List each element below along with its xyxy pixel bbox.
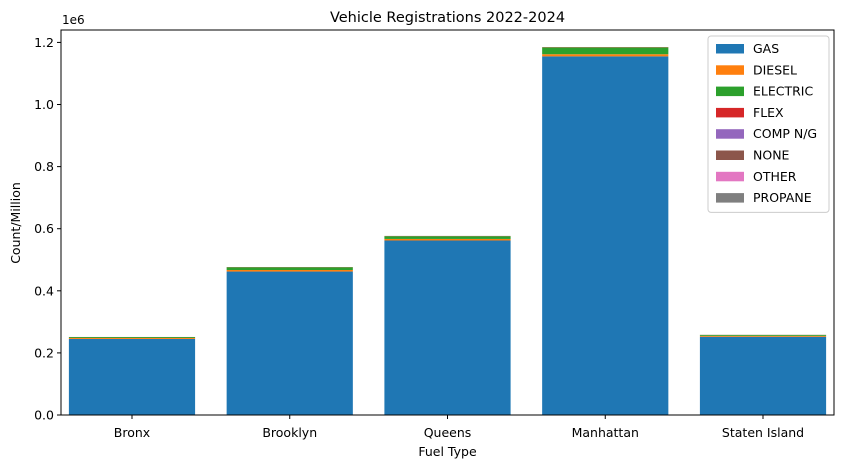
bar-diesel-staten-island xyxy=(700,336,826,337)
y-tick-label: 0.8 xyxy=(34,159,54,174)
bar-gas-staten-island xyxy=(700,337,826,415)
legend-swatch-comp-n-g xyxy=(716,129,744,139)
y-tick-label: 1.0 xyxy=(34,97,54,112)
x-ticks-group: Bronx Brooklyn Queens Manhattan Staten Islan… xyxy=(114,415,804,440)
x-tick-label: Manhattan xyxy=(572,425,639,440)
bar-gas-brooklyn xyxy=(227,272,353,415)
legend-swatch-electric xyxy=(716,87,744,97)
x-tick-label: Bronx xyxy=(114,425,150,440)
y-tick-label: 0.6 xyxy=(34,221,54,236)
y-ticks-group: 0.0 0.2 0.4 0.6 0.8 1.0 1.2 xyxy=(34,35,61,423)
chart-title: Vehicle Registrations 2022-2024 xyxy=(330,10,565,26)
y-axis-label: Count/Million xyxy=(8,182,23,264)
legend-swatch-none xyxy=(716,151,744,161)
bar-electric-staten-island xyxy=(700,335,826,336)
y-tick-label: 0.0 xyxy=(34,408,54,423)
bar-diesel-manhattan xyxy=(542,54,668,56)
bar-electric-manhattan xyxy=(542,47,668,54)
legend-label-diesel: DIESEL xyxy=(753,62,797,77)
legend-label-propane: PROPANE xyxy=(753,190,812,205)
legend-swatch-propane xyxy=(716,193,744,203)
y-tick-label: 1.2 xyxy=(34,35,54,50)
bar-diesel-queens xyxy=(384,239,510,241)
x-tick-label: Staten Island xyxy=(722,425,804,440)
legend-swatch-gas xyxy=(716,44,744,54)
legend-label-none: NONE xyxy=(753,148,790,163)
bar-gas-manhattan xyxy=(542,56,668,415)
bar-electric-bronx xyxy=(69,337,195,338)
legend-swatch-diesel xyxy=(716,65,744,75)
x-tick-label: Queens xyxy=(424,425,472,440)
bar-gas-queens xyxy=(384,241,510,415)
y-offset-label: 1e6 xyxy=(62,13,85,27)
bar-diesel-bronx xyxy=(69,338,195,339)
y-tick-label: 0.4 xyxy=(34,283,54,298)
bar-gas-bronx xyxy=(69,339,195,415)
legend-label-electric: ELECTRIC xyxy=(753,84,813,99)
legend-label-flex: FLEX xyxy=(753,105,784,120)
legend-swatch-other xyxy=(716,172,744,182)
bar-electric-queens xyxy=(384,236,510,239)
y-tick-label: 0.2 xyxy=(34,345,54,360)
legend-swatch-flex xyxy=(716,108,744,118)
bar-diesel-brooklyn xyxy=(227,270,353,272)
legend-label-gas: GAS xyxy=(753,41,779,56)
bar-electric-brooklyn xyxy=(227,267,353,270)
legend-label-other: OTHER xyxy=(753,169,797,184)
x-axis-label: Fuel Type xyxy=(418,444,477,459)
x-tick-label: Brooklyn xyxy=(262,425,317,440)
legend-label-comp-n-g: COMP N/G xyxy=(753,126,817,141)
legend: GAS DIESEL ELECTRIC FLEX COMP N/G NONE OTHER PR… xyxy=(708,36,829,212)
